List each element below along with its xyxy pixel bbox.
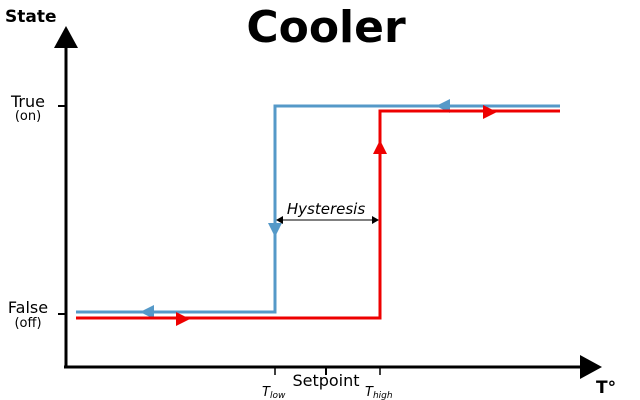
hysteresis-arrow-right (372, 216, 379, 224)
diagram-title: Cooler (246, 2, 406, 53)
cooling-arrow-bottom (140, 305, 154, 319)
cooling-arrow-vertical (268, 223, 282, 237)
heating-curve (76, 109, 560, 320)
hysteresis-label: Hysteresis (287, 200, 365, 218)
x-axis-label: T° (596, 378, 616, 398)
state-false-label: False (8, 298, 48, 317)
tick-label-t-high: Thigh (365, 385, 393, 400)
tick-label-t-low: Tlow (262, 385, 286, 400)
tick-label-setpoint: Setpoint (292, 371, 359, 390)
cooling-curve (76, 104, 560, 314)
x-axis-arrowhead (580, 355, 602, 379)
heating-arrow-bottom (176, 312, 190, 326)
y-axis-arrowhead (54, 26, 78, 48)
y-axis-label: State (5, 7, 57, 27)
state-false-sublabel: (off) (14, 316, 41, 331)
tick-label-t-high-main: T (365, 385, 374, 400)
tick-label-t-high-sub: high (373, 391, 393, 400)
state-true-sublabel: (on) (15, 109, 41, 124)
state-true-label: True (10, 92, 45, 111)
hysteresis-arrow-left (276, 216, 283, 224)
tick-label-t-low-main: T (262, 385, 271, 400)
heating-arrow-vertical (373, 140, 387, 154)
heating-arrow-top (483, 105, 497, 119)
tick-label-t-low-sub: low (270, 391, 286, 400)
